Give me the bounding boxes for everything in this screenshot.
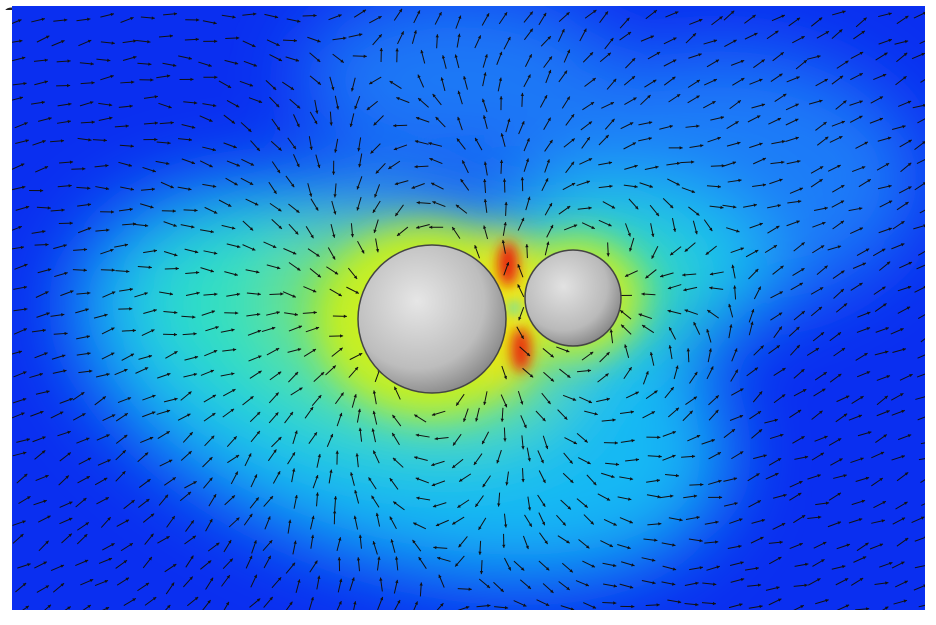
arrow-head bbox=[927, 372, 930, 375]
cold-spot bbox=[508, 302, 520, 314]
arrow-head bbox=[926, 116, 929, 119]
arrow-head bbox=[927, 312, 930, 315]
arrow-head bbox=[929, 456, 932, 459]
small-sphere bbox=[525, 250, 621, 346]
arrow-head bbox=[925, 395, 928, 398]
arrow-head bbox=[926, 157, 929, 160]
arrow-head bbox=[927, 248, 930, 251]
arrow-head bbox=[927, 352, 930, 355]
arrow-head bbox=[929, 206, 932, 209]
arrow-head bbox=[925, 564, 928, 567]
arrow-head bbox=[929, 475, 932, 478]
arrow-head bbox=[931, 499, 934, 502]
arrow-head bbox=[929, 75, 932, 78]
plot-area bbox=[8, 0, 934, 625]
arrow-head bbox=[931, 440, 934, 443]
large-sphere bbox=[358, 245, 506, 393]
field-visualization: g bbox=[0, 0, 936, 625]
arrow-head bbox=[926, 263, 929, 266]
arrow-head bbox=[929, 603, 932, 606]
arrow-head bbox=[929, 37, 932, 40]
arrow-head bbox=[929, 333, 932, 336]
arrow-head bbox=[927, 414, 930, 417]
